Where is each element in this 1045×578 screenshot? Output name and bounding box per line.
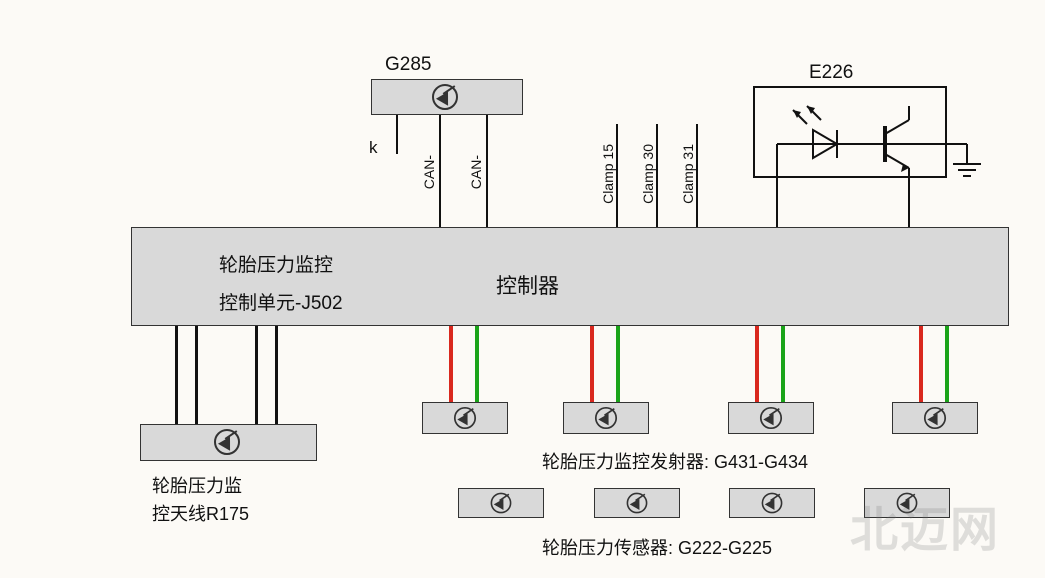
controller-text-2: 控制单元-J502 (219, 288, 343, 315)
wire-emit-green (781, 326, 785, 402)
wire-ant-3 (255, 326, 258, 424)
wire-can-2 (486, 115, 488, 227)
wire-g285-k (396, 115, 398, 154)
controller-text-1: 轮胎压力监控 (219, 250, 333, 277)
wire-ant-4 (275, 326, 278, 424)
wire-clamp30 (656, 124, 658, 227)
transistor-icon (491, 493, 512, 514)
wire-ant-1 (175, 326, 178, 424)
antenna-text-2: 控天线R175 (152, 500, 249, 526)
wire-emit-green (475, 326, 479, 402)
transistor-icon (214, 429, 240, 455)
wire-e226-a (776, 178, 778, 227)
transistor-icon (924, 407, 946, 429)
wire-clamp31 (696, 124, 698, 227)
transistor-icon (432, 84, 458, 110)
wire-emit-red (449, 326, 453, 402)
e226-label: E226 (809, 62, 853, 84)
transistor-icon (454, 407, 476, 429)
clamp15-label: Clamp 15 (600, 144, 616, 204)
transistor-icon (762, 493, 783, 514)
controller-text-right: 控制器 (496, 270, 559, 300)
transistor-icon (760, 407, 782, 429)
wire-emit-red (919, 326, 923, 402)
antenna-text-1: 轮胎压力监 (152, 472, 242, 498)
wire-ant-2 (195, 326, 198, 424)
wire-emit-red (590, 326, 594, 402)
wire-emit-green (616, 326, 620, 402)
clamp31-label: Clamp 31 (680, 144, 696, 204)
transistor-icon (627, 493, 648, 514)
can-label-2: CAN- (468, 155, 484, 189)
wire-can-1 (439, 115, 441, 227)
wire-e226-b (908, 178, 910, 227)
wire-emit-red (755, 326, 759, 402)
k-label: k (369, 138, 378, 158)
emitters-text: 轮胎压力监控发射器: G431-G434 (542, 448, 808, 474)
can-label-1: CAN- (421, 155, 437, 189)
clamp30-label: Clamp 30 (640, 144, 656, 204)
transistor-icon (595, 407, 617, 429)
wire-emit-green (945, 326, 949, 402)
g285-label: G285 (385, 54, 431, 76)
sensors-text: 轮胎压力传感器: G222-G225 (542, 534, 772, 560)
wire-clamp15 (616, 124, 618, 227)
diagram-canvas: 轮胎压力监控 控制单元-J502 控制器 G285 k CAN- CAN- Cl… (0, 0, 1045, 578)
watermark-text: 北迈网 (850, 490, 1000, 560)
e226-schematic-icon (753, 86, 997, 236)
